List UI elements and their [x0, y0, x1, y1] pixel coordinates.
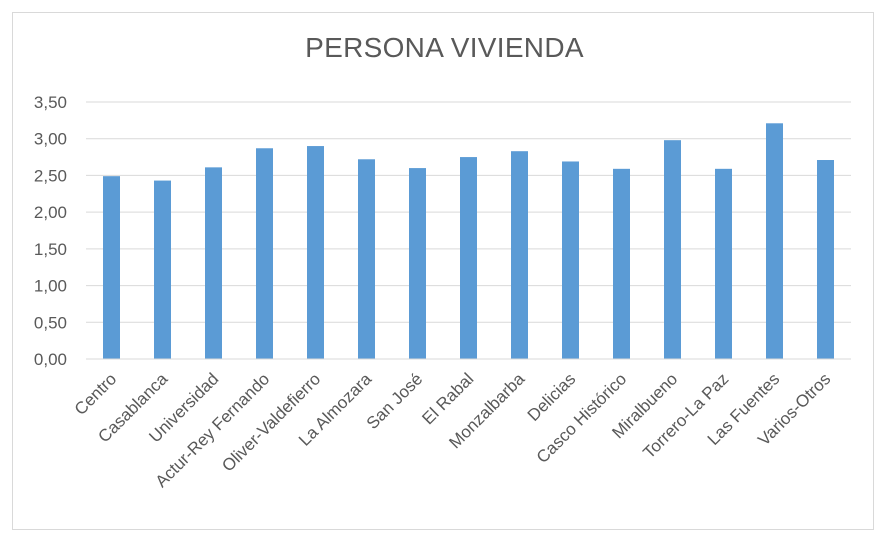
- x-category-label: Casco Histórico: [533, 369, 631, 467]
- y-tick-label: 2,00: [34, 203, 67, 222]
- bar: [715, 168, 732, 359]
- bars: [103, 123, 834, 360]
- chart-title: PERSONA VIVIENDA: [305, 32, 584, 63]
- bar: [664, 140, 681, 359]
- y-tick-label: 0,00: [34, 350, 67, 369]
- bar: [562, 161, 579, 359]
- x-category-label: San José: [363, 369, 427, 433]
- y-tick-label: 2,50: [34, 166, 67, 185]
- y-axis-tick-labels: 0,00 0,50 1,00 1,50 2,00 2,50 3,00 3,50: [34, 93, 67, 369]
- bar: [358, 159, 375, 359]
- bar: [613, 168, 630, 359]
- bar: [256, 148, 273, 359]
- bar: [103, 176, 120, 359]
- y-tick-label: 3,00: [34, 130, 67, 149]
- x-category-label: Centro: [71, 369, 121, 419]
- bar: [511, 151, 528, 359]
- bar: [307, 146, 324, 359]
- bar: [154, 180, 171, 359]
- bar: [766, 123, 783, 360]
- bar: [205, 167, 222, 359]
- bar: [409, 168, 426, 359]
- y-tick-label: 1,50: [34, 240, 67, 259]
- y-tick-label: 3,50: [34, 93, 67, 112]
- bar: [817, 160, 834, 359]
- y-tick-label: 1,00: [34, 277, 67, 296]
- bar: [460, 157, 477, 359]
- y-tick-label: 0,50: [34, 313, 67, 332]
